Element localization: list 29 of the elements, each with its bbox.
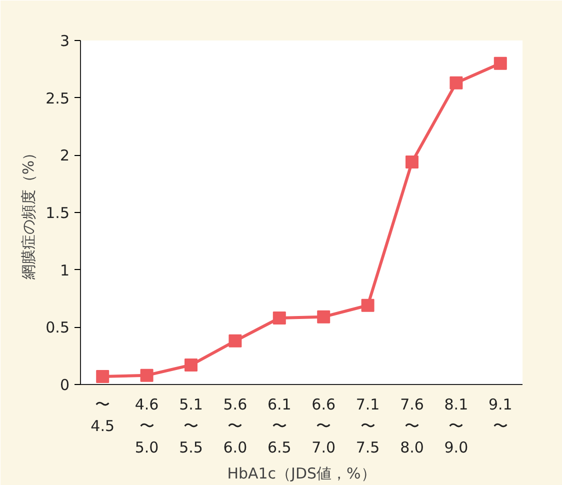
y-tick-label: 3: [60, 32, 70, 50]
point: [96, 370, 110, 383]
y-tick-label: 0.5: [46, 318, 70, 337]
x-tick-label: 9.1 〜: [488, 396, 512, 436]
x-tick-label: 8.1 〜 9.0: [444, 396, 468, 457]
point: [317, 310, 330, 324]
point: [406, 156, 418, 169]
point: [140, 368, 154, 382]
x-tick-label: 〜 4.5: [90, 396, 115, 436]
point: [361, 298, 374, 312]
y-tick-label: 0: [60, 376, 70, 394]
y-tick-label: 2.5: [46, 89, 70, 108]
point: [228, 334, 242, 348]
x-tick-label: 5.1 〜 5.5: [179, 396, 203, 457]
x-tick-label: 7.6 〜 8.0: [400, 396, 424, 457]
point: [494, 56, 507, 70]
x-tick-label: 6.1 〜 6.5: [267, 396, 292, 457]
y-tick-label: 1.5: [46, 204, 70, 222]
y-tick-label: 2: [60, 146, 70, 165]
point: [184, 358, 198, 372]
point: [272, 311, 286, 324]
point: [450, 76, 463, 90]
x-axis-title: HbA1c（JDS値，%）: [227, 464, 376, 483]
x-tick-label: 6.6 〜 7.0: [312, 396, 336, 457]
x-tick-label: 7.1 〜 7.5: [356, 396, 380, 457]
x-tick-label: 5.6 〜 6.0: [223, 396, 248, 457]
y-axis-title: 網膜症の頻度（%）: [20, 145, 38, 281]
y-tick-label: 1: [60, 261, 70, 280]
x-tick-label: 4.6 〜 5.0: [134, 396, 159, 457]
